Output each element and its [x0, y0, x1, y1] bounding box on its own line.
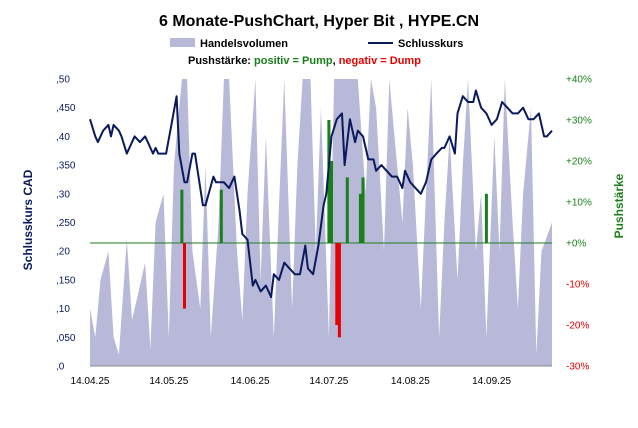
y2-tick-label: +30% — [566, 116, 592, 127]
legend-push-prefix: Pushstärke: — [188, 55, 254, 67]
y-tick-label: ,10 — [56, 304, 70, 315]
chart-title: 6 Monate-PushChart, Hyper Bit , HYPE.CN — [159, 13, 479, 30]
legend-push-positive: positiv = Pump — [254, 55, 333, 67]
y-tick-label: ,40 — [56, 132, 70, 143]
y2-tick-label: +40% — [566, 75, 592, 86]
axes: ,0 ,050 ,10 ,150 ,20 ,250 ,30 ,350 ,40 ,450 ,50 -30… — [56, 75, 592, 388]
x-tick-label: 14.07.25 — [309, 376, 348, 387]
y2-tick-label: -30% — [566, 362, 589, 373]
legend-push-negative: negativ = Dump — [339, 55, 421, 67]
y-tick-label: ,350 — [56, 161, 76, 172]
price-series — [89, 89, 553, 299]
y-tick-label: ,150 — [56, 275, 76, 286]
push-bar-dump — [335, 243, 339, 325]
y2-tick-label: -20% — [566, 321, 589, 332]
push-bar-pump — [345, 177, 349, 243]
legend-push-separator: , — [333, 55, 339, 67]
y2-tick-label: -10% — [566, 280, 589, 291]
price-line — [89, 89, 553, 299]
y-tick-label: ,050 — [56, 333, 76, 344]
legend-volume-label: Handelsvolumen — [200, 38, 288, 50]
x-tick-label: 14.05.25 — [149, 376, 188, 387]
y2-tick-label: +20% — [566, 157, 592, 168]
y-tick-label: ,30 — [56, 189, 70, 200]
push-bar-pump — [484, 193, 488, 243]
push-bars — [180, 120, 488, 338]
y-tick-label: ,20 — [56, 247, 70, 258]
x-tick-label: 14.09.25 — [472, 376, 511, 387]
legend-push: Pushstärke: positiv = Pump, negativ = Du… — [188, 55, 421, 67]
y-axis-title: Schlusskurs CAD — [21, 169, 35, 270]
x-tick-label: 14.08.25 — [391, 376, 430, 387]
push-bar-pump — [361, 177, 365, 243]
y-tick-label: ,250 — [56, 218, 76, 229]
x-tick-label: 14.04.25 — [71, 376, 110, 387]
push-bar-pump — [180, 189, 184, 243]
push-bar-dump — [337, 243, 341, 338]
legend-volume-swatch — [170, 38, 195, 47]
y-tick-label: ,50 — [56, 75, 70, 86]
push-bar-pump — [330, 161, 333, 243]
push-bar-pump — [327, 120, 331, 243]
y-tick-label: ,0 — [56, 362, 65, 373]
x-tick-label: 14.06.25 — [231, 376, 270, 387]
legend-price-label: Schlusskurs — [398, 38, 463, 50]
y2-tick-label: +0% — [566, 239, 586, 250]
y2-tick-label: +10% — [566, 198, 592, 209]
y-tick-label: ,450 — [56, 103, 76, 114]
push-bar-pump — [219, 189, 223, 243]
push-bar-dump — [183, 243, 186, 309]
y2-axis-title: Pushstärke — [612, 173, 626, 238]
push-bar-pump — [358, 193, 362, 243]
